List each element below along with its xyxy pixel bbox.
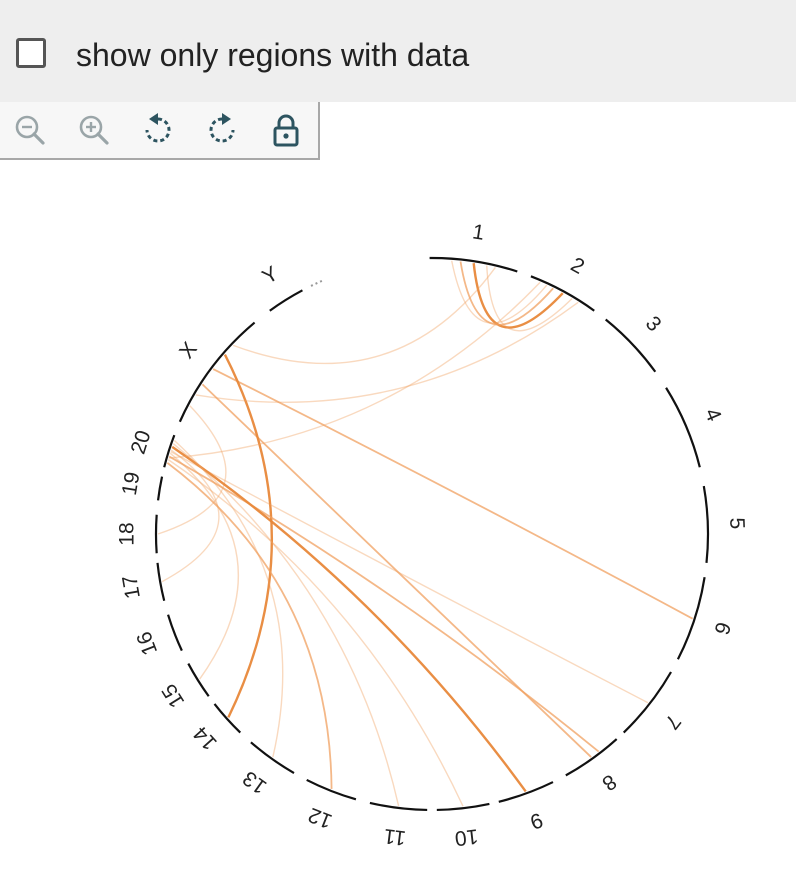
chromosome-label-6: 6	[709, 619, 734, 637]
chromosome-label-11: 11	[383, 824, 407, 849]
chromosome-arc-18[interactable]	[154, 514, 158, 554]
link-1-2-2[interactable]	[486, 265, 573, 332]
zoom-out-button[interactable]	[10, 110, 50, 150]
chromosome-label-19: 19	[118, 470, 145, 497]
chromosome-arc-x[interactable]	[178, 321, 256, 423]
chromosome-arc-3[interactable]	[604, 318, 657, 373]
show-data-regions-label: show only regions with data	[76, 37, 470, 73]
chromosome-arc-14[interactable]	[213, 703, 242, 734]
chromosome-arc-16[interactable]	[167, 614, 183, 652]
chromosome-label-12: 12	[305, 803, 335, 833]
chromosome-arc-2[interactable]	[530, 275, 595, 312]
zoom-in-icon	[79, 115, 109, 145]
chromosome-arc-11[interactable]	[369, 801, 428, 812]
link-20-2-19[interactable]	[168, 281, 541, 459]
link-20-13-16[interactable]	[173, 439, 284, 758]
chromosome-label-3: 3	[641, 312, 666, 336]
chromosome-label-4: 4	[700, 405, 726, 425]
chromosome-arc-12[interactable]	[306, 778, 357, 801]
chromosome-label-x: X	[175, 338, 202, 363]
link-20-10-13[interactable]	[167, 459, 464, 807]
rotate-right-icon	[209, 113, 235, 143]
link-x-2-7[interactable]	[195, 301, 579, 403]
chromosome-label-1: 1	[471, 220, 486, 245]
link-1-2-0[interactable]	[472, 263, 564, 329]
chromosome-label-y: Y	[258, 262, 282, 289]
link-20-17-18[interactable]	[161, 449, 220, 583]
chromosome-label-13: 13	[239, 766, 271, 798]
chromosome-arc-5[interactable]	[702, 485, 710, 563]
chromosome-arc-17[interactable]	[156, 562, 166, 602]
chromosome-arc-19[interactable]	[156, 476, 164, 501]
link-1-2-3[interactable]	[451, 260, 548, 324]
chromosome-arc-6[interactable]	[676, 577, 706, 660]
chromosome-arc-9[interactable]	[498, 781, 554, 803]
filter-bar: show only regions with data	[0, 0, 796, 102]
circos-toolbar	[0, 102, 320, 160]
link-20-11-14[interactable]	[172, 443, 400, 807]
rotate-right-button[interactable]	[202, 110, 242, 150]
link-20-15-17[interactable]	[169, 452, 239, 680]
link-1-2-1[interactable]	[459, 261, 554, 326]
link-20-9-12[interactable]	[171, 445, 527, 793]
chromosome-label-20: 20	[127, 428, 156, 457]
chromosome-label-7: 7	[660, 710, 685, 733]
show-data-regions-checkbox[interactable]	[16, 38, 46, 68]
chromosome-arc-8[interactable]	[565, 738, 618, 777]
chromosome-label-5: 5	[725, 517, 748, 529]
chromosome-label-18: 18	[116, 522, 139, 545]
chromosome-label-2: 2	[567, 253, 588, 279]
chromosome-arc-15[interactable]	[187, 663, 210, 697]
lock-button[interactable]	[266, 110, 306, 150]
chromosome-arc-7[interactable]	[622, 671, 672, 734]
chromosome-label-14: 14	[189, 721, 222, 754]
chromosome-arc-y[interactable]	[269, 289, 303, 312]
unplaced-region-arc	[310, 279, 325, 287]
chromosome-label-15: 15	[157, 680, 189, 712]
chromosome-arc-4[interactable]	[665, 387, 701, 468]
link-x-1-8[interactable]	[233, 267, 496, 365]
links-layer	[157, 260, 694, 807]
zoom-out-icon	[15, 115, 45, 145]
zoom-in-button[interactable]	[74, 110, 114, 150]
chromosome-arc-10[interactable]	[436, 802, 490, 812]
chromosome-arc-13[interactable]	[250, 741, 295, 774]
link-x-14-6[interactable]	[223, 354, 274, 718]
link-x-6-4[interactable]	[212, 368, 694, 620]
chromosome-label-16: 16	[132, 628, 162, 658]
chromosome-arc-1[interactable]	[429, 256, 518, 273]
chromosome-arc-20[interactable]	[163, 434, 176, 468]
chromosome-label-9: 9	[527, 808, 546, 834]
rotate-left-icon	[145, 113, 171, 143]
chromosome-label-17: 17	[118, 573, 145, 600]
chromosome-label-8: 8	[598, 770, 621, 796]
lock-icon	[273, 114, 299, 147]
chromosome-label-10: 10	[454, 824, 480, 849]
link-20-12-15[interactable]	[166, 462, 333, 789]
rotate-left-button[interactable]	[138, 110, 178, 150]
link-20-8-11[interactable]	[168, 455, 600, 753]
link-20-7-10[interactable]	[170, 450, 649, 704]
link-x-18-9[interactable]	[157, 405, 227, 535]
ideogram-layer	[154, 256, 710, 812]
